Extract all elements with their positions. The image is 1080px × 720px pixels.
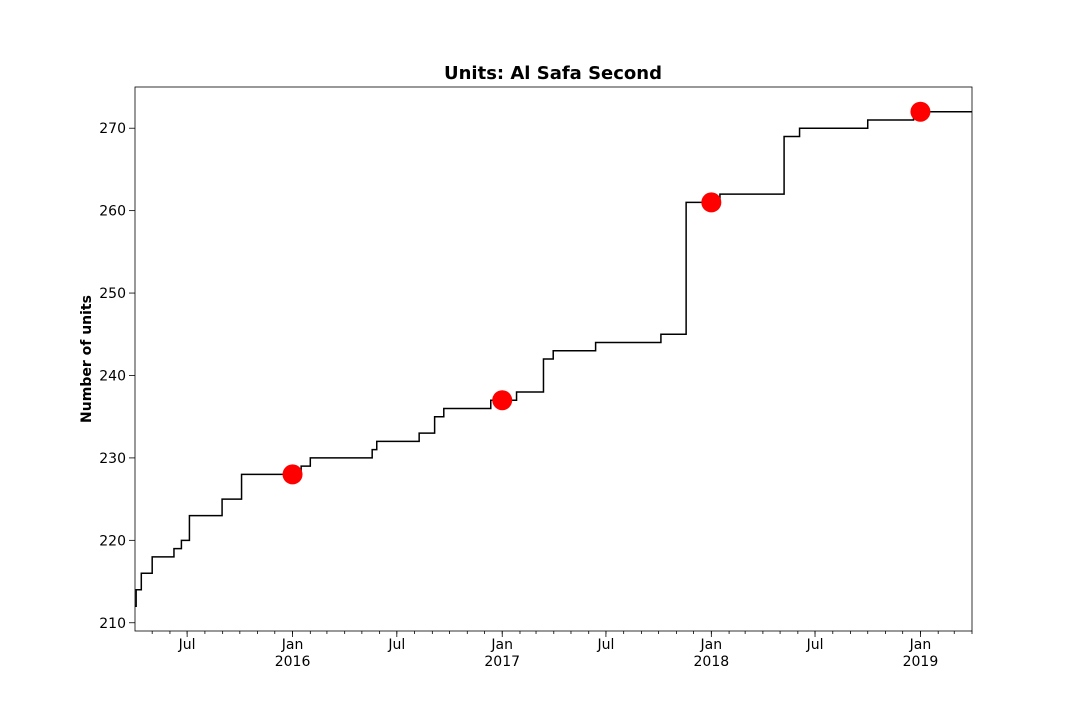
x-tick-label: Jan — [490, 637, 513, 653]
x-tick-year-label: 2017 — [484, 654, 520, 670]
data-point-marker — [701, 192, 722, 213]
data-point-marker — [492, 390, 513, 411]
x-tick-label: Jul — [387, 637, 405, 653]
y-tick-label: 250 — [99, 286, 126, 302]
y-tick-label: 210 — [99, 616, 126, 632]
x-tick-label: Jan — [909, 637, 932, 653]
data-point-marker — [910, 101, 931, 122]
y-tick-label: 260 — [99, 204, 126, 220]
chart-title: Units: Al Safa Second — [444, 63, 662, 84]
data-point-marker — [282, 464, 303, 485]
x-tick-label: Jul — [178, 637, 196, 653]
x-tick-year-label: 2018 — [694, 654, 730, 670]
y-tick-label: 220 — [99, 533, 126, 549]
y-tick-label: 270 — [99, 121, 126, 137]
series-step-line — [135, 110, 972, 608]
x-tick-label: Jul — [596, 637, 614, 653]
y-axis-label: Number of units — [79, 295, 95, 423]
x-tick-label: Jan — [281, 637, 304, 653]
plot-frame — [134, 86, 973, 632]
x-tick-label: Jan — [700, 637, 723, 653]
x-tick-year-label: 2019 — [903, 654, 939, 670]
y-tick-label: 230 — [99, 451, 126, 467]
x-tick-label: Jul — [806, 637, 824, 653]
y-tick-label: 240 — [99, 368, 126, 384]
x-tick-year-label: 2016 — [275, 654, 311, 670]
